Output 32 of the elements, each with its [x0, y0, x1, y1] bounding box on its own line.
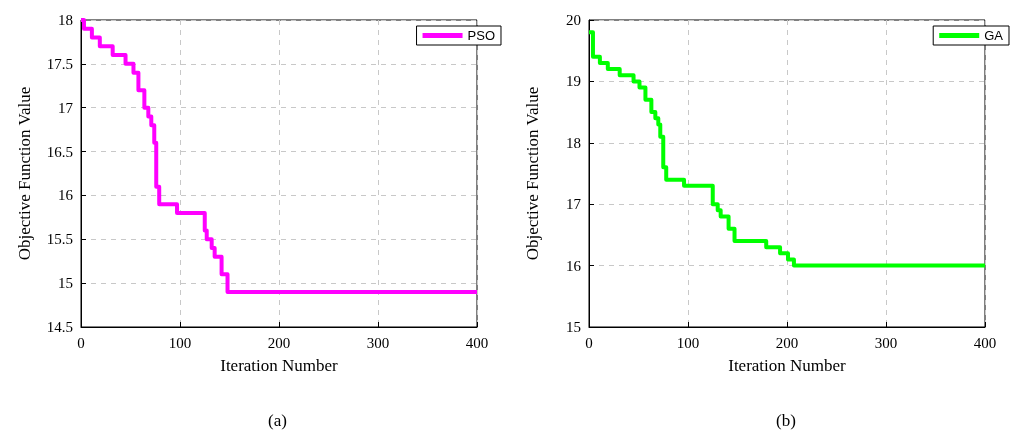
y-axis-title: Objective Function Value	[523, 86, 542, 261]
y-tick-label: 17	[566, 196, 582, 213]
x-tick-label: 0	[585, 334, 593, 351]
y-tick-label: 14.5	[46, 319, 73, 335]
x-tick-label: 400	[465, 334, 489, 351]
y-tick-label: 20	[566, 12, 581, 28]
y-tick-label: 15.5	[46, 231, 73, 248]
x-axis-title: Iteration Number	[220, 356, 339, 375]
x-tick-label: 0	[77, 334, 85, 351]
y-tick-label: 16.5	[46, 143, 73, 160]
y-tick-label: 16	[566, 257, 582, 274]
y-axis-title: Objective Function Value	[15, 86, 34, 261]
y-tick-label: 17	[58, 99, 74, 116]
legend-label: PSO	[467, 28, 496, 43]
x-tick-label: 100	[676, 334, 700, 351]
y-tick-label: 17.5	[46, 55, 73, 72]
y-tick-label: 16	[58, 187, 74, 204]
legend-label: GA	[984, 28, 1004, 43]
x-tick-label: 200	[775, 334, 799, 351]
text: (a)	[268, 411, 287, 430]
x-tick-label: 300	[874, 334, 898, 351]
x-axis-title: Iteration Number	[728, 356, 847, 375]
x-tick-label: 400	[973, 334, 997, 351]
y-tick-label: 15	[566, 319, 581, 335]
text: (b)	[776, 411, 796, 430]
x-tick-label: 100	[168, 334, 192, 351]
y-tick-label: 15	[58, 275, 73, 292]
x-tick-label: 200	[267, 334, 291, 351]
x-tick-label: 300	[366, 334, 390, 351]
y-tick-label: 18	[566, 134, 581, 151]
y-tick-label: 19	[566, 73, 581, 90]
y-tick-label: 18	[58, 12, 73, 28]
